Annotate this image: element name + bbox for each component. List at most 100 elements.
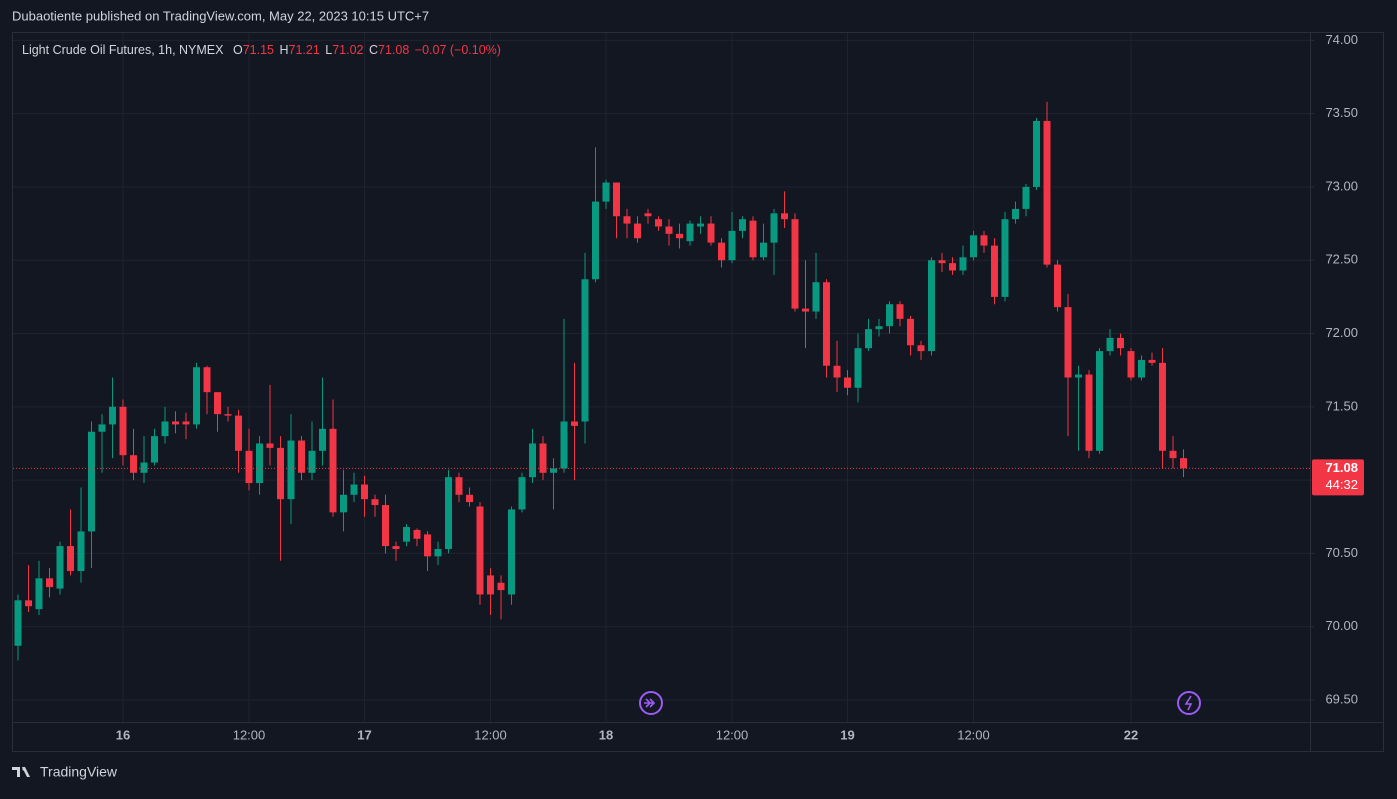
- candle-body: [560, 421, 568, 469]
- candle-body: [256, 443, 263, 484]
- candle-body: [1054, 264, 1061, 308]
- x-tick-label: 12:00: [474, 727, 507, 742]
- y-tick-label: 74.00: [1325, 32, 1358, 47]
- open-letter: O: [233, 43, 243, 57]
- candle-body: [707, 223, 715, 243]
- candle-body: [340, 494, 347, 513]
- y-tick-label: 73.00: [1325, 178, 1358, 193]
- candle-body: [970, 235, 977, 258]
- candle-body: [886, 304, 893, 327]
- x-tick-label: 12:00: [716, 727, 749, 742]
- candle-body: [1043, 120, 1051, 265]
- candle-body: [865, 329, 872, 349]
- candle-body: [172, 421, 179, 425]
- candle-body: [109, 406, 116, 425]
- candle-body: [350, 484, 358, 495]
- candle-body: [1022, 186, 1030, 209]
- candle-body: [1117, 337, 1124, 349]
- candle-body: [665, 226, 673, 234]
- x-tick-label: 12:00: [233, 727, 266, 742]
- candle-body: [67, 546, 74, 572]
- candle-body: [907, 318, 914, 346]
- candle-body: [959, 257, 967, 271]
- candle-body: [361, 484, 368, 500]
- candle-body: [497, 582, 505, 591]
- candle-body: [812, 282, 820, 312]
- candle-body: [14, 600, 22, 646]
- candle-body: [1159, 362, 1166, 451]
- candle-body: [392, 546, 400, 550]
- candle-body: [298, 440, 305, 473]
- candle-body: [896, 304, 904, 319]
- brand-logo: [12, 767, 30, 777]
- event-icon[interactable]: [1177, 691, 1201, 715]
- candle-body: [697, 223, 704, 227]
- candle-body: [98, 424, 106, 432]
- high-letter: H: [279, 43, 288, 57]
- candle-body: [802, 308, 809, 312]
- candle-body: [151, 436, 158, 463]
- event-icon[interactable]: [639, 691, 663, 715]
- candle-body: [203, 367, 211, 393]
- candle-body: [214, 392, 221, 415]
- candle-body: [917, 345, 925, 352]
- candle-body: [686, 223, 694, 242]
- candle-body: [602, 182, 610, 202]
- candle-body: [676, 233, 683, 239]
- candle-body: [403, 527, 410, 542]
- countdown: 44:32: [1325, 477, 1358, 492]
- candle-body: [571, 421, 578, 426]
- x-tick-label: 19: [840, 727, 854, 742]
- candles: [14, 101, 1187, 661]
- close-letter: C: [369, 43, 378, 57]
- x-tick-label: 16: [116, 727, 130, 742]
- candle-body: [77, 531, 85, 572]
- candle-body: [235, 415, 242, 451]
- candle-body: [130, 455, 137, 473]
- publisher-line: Dubaotiente published on TradingView.com…: [12, 8, 429, 23]
- candle-body: [35, 578, 43, 610]
- candle-body: [182, 421, 190, 425]
- candle-body: [287, 440, 295, 500]
- candle-body: [550, 468, 557, 473]
- candle-body: [529, 443, 536, 478]
- candle-body: [1064, 307, 1072, 378]
- x-tick-label: 18: [599, 727, 613, 742]
- candle-body: [833, 365, 841, 378]
- candle-body: [193, 367, 200, 425]
- candle-body: [613, 182, 620, 217]
- candle-body: [508, 509, 515, 595]
- candle-body: [1148, 359, 1156, 363]
- candle-body: [760, 242, 767, 258]
- candle-body: [518, 477, 526, 510]
- candle-body: [655, 219, 662, 227]
- candle-body: [1127, 351, 1135, 378]
- x-tick-label: 12:00: [957, 727, 990, 742]
- candle-body: [1180, 458, 1187, 469]
- candle-body: [823, 282, 830, 366]
- candle-body: [1169, 450, 1177, 459]
- y-tick-label: 71.50: [1325, 398, 1358, 413]
- last-price-label: 71.08: [1325, 460, 1358, 475]
- candle-body: [1138, 359, 1145, 378]
- candle-body: [413, 529, 421, 539]
- brand: TradingView: [40, 764, 118, 780]
- candle-body: [749, 220, 757, 258]
- candle-body: [581, 279, 589, 422]
- change-label: −0.07 (−0.10%): [415, 43, 501, 57]
- candle-body: [308, 450, 316, 473]
- last-price-tag: [1312, 459, 1364, 496]
- candle-body: [791, 219, 799, 309]
- candle-body: [88, 431, 95, 532]
- open-value: 71.15: [243, 43, 274, 57]
- x-tick-label: 17: [357, 727, 371, 742]
- y-tick-label: 70.50: [1325, 545, 1358, 560]
- candle-body: [1012, 208, 1019, 220]
- candle-body: [928, 260, 935, 352]
- candle-body: [991, 245, 998, 297]
- x-tick-label: 22: [1124, 727, 1138, 742]
- candle-body: [161, 421, 169, 437]
- candle-body: [455, 477, 463, 495]
